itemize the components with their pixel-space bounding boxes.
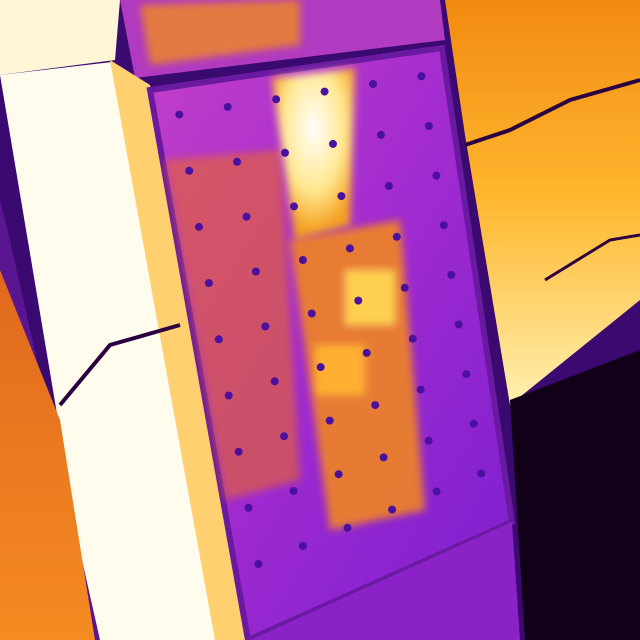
cell-dot [462,370,471,379]
warm-zone [165,150,300,500]
cell-dot [242,212,251,221]
cell-dot [362,348,371,357]
cell-dot [376,130,385,139]
cell-dot [379,453,388,462]
cell-dot [447,270,456,279]
cell-dots [175,72,486,568]
left-panel [0,270,95,640]
cell-dot [469,419,478,428]
cell-dot [454,320,463,329]
cell-dot [261,322,270,331]
cell-dot [439,221,448,230]
cable [58,323,181,407]
cell-dot [270,377,279,386]
cell-dot [272,95,281,104]
cell-dot [432,171,441,180]
cell-dot [343,523,352,532]
cell-dot [214,335,223,344]
cell-dot [223,102,232,111]
cell-dot [417,72,426,81]
cell-dot [234,447,243,456]
cell-dot [185,166,194,175]
cell-dot [424,122,433,130]
cell-dot [290,202,298,211]
top-left-hot-area [0,0,120,75]
cell-dot [307,309,316,318]
cell-dot [371,401,380,410]
cell-dot [233,157,242,166]
cell-dot [416,385,425,394]
cell-dot [369,80,377,88]
right-hot-area [445,0,640,405]
cell-dot [392,232,401,241]
cell-dot [325,416,334,425]
cable [464,78,640,147]
cell-dot [400,283,409,292]
panel-frame [110,60,255,640]
hotspot [272,68,355,240]
hot-cell [345,270,395,325]
cell-dot [298,256,307,264]
top-panel-warm [140,0,300,65]
lower-panel [250,522,520,640]
cell-dot [384,181,393,190]
cell-dot [298,541,307,550]
cell-dot [320,87,329,96]
cell-dot [281,148,289,157]
cell-dot [316,363,325,372]
cell-dot [424,436,433,445]
cell-dot [280,432,289,441]
cell-dot [251,267,260,276]
dark-area [510,350,640,640]
cell-dot [289,487,298,495]
cell-dot [329,139,337,148]
cell-dot [334,470,343,479]
cell-dot [337,192,346,201]
cell-dot [244,503,253,512]
cell-dot [408,334,417,343]
cell-dot [477,469,486,478]
cell-dot [175,110,184,119]
left-hot-area [0,62,225,640]
cell-dot [224,391,233,400]
cable [544,233,640,282]
cell-dot [354,296,363,305]
cell-dot [204,279,213,288]
cell-dot [432,487,441,496]
cell-dot [388,505,397,514]
cell-dot [254,560,263,568]
cell-dot [345,244,354,253]
cell-dot [195,222,203,231]
